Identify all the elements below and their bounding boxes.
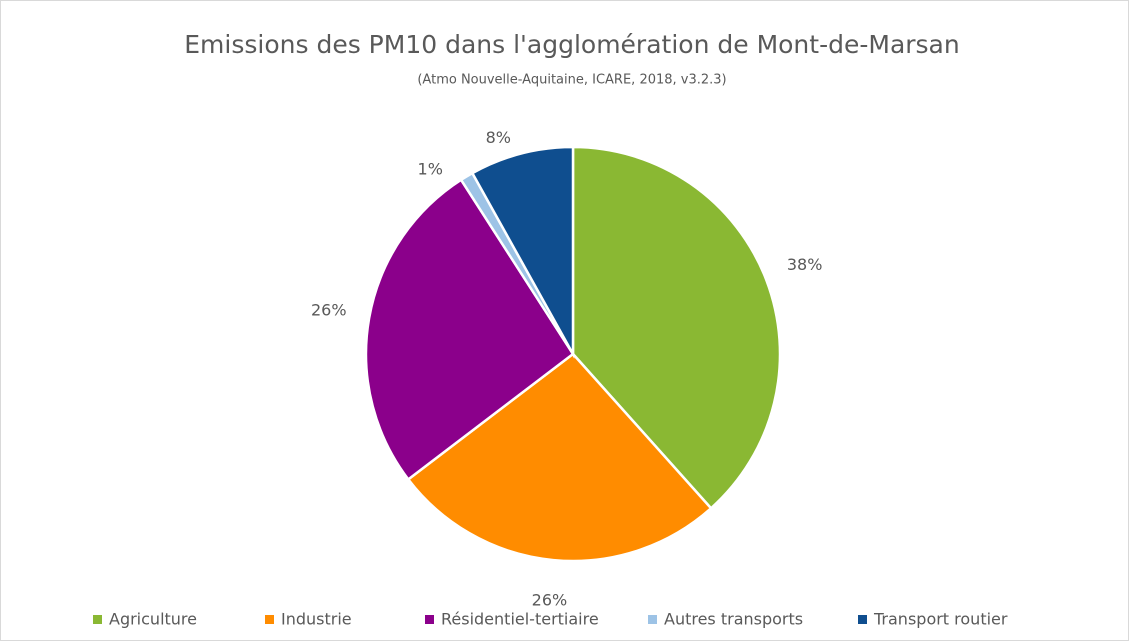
legend-swatch bbox=[648, 615, 657, 624]
pie-slice bbox=[406, 352, 713, 563]
legend-label: Agriculture bbox=[109, 610, 197, 629]
legend-label: Transport routier bbox=[873, 610, 1008, 629]
legend-swatch bbox=[265, 615, 274, 624]
legend-label: Industrie bbox=[281, 610, 352, 629]
legend-swatch bbox=[425, 615, 434, 624]
legend-label: Résidentiel-tertiaire bbox=[441, 610, 599, 629]
pie-slice bbox=[470, 145, 575, 359]
pie-slice bbox=[364, 178, 575, 482]
legend-swatch bbox=[858, 615, 867, 624]
chart-title: Emissions des PM10 dans l'agglomération … bbox=[184, 30, 959, 59]
data-label: 26% bbox=[532, 590, 568, 609]
data-label: 38% bbox=[787, 255, 823, 274]
chart-subtitle: (Atmo Nouvelle-Aquitaine, ICARE, 2018, v… bbox=[417, 73, 726, 88]
legend-swatch bbox=[93, 615, 102, 624]
legend-label: Autres transports bbox=[664, 610, 803, 629]
data-label: 1% bbox=[418, 159, 443, 178]
data-label: 8% bbox=[486, 128, 511, 147]
pie-slice bbox=[571, 145, 782, 511]
data-label: 26% bbox=[311, 300, 347, 319]
